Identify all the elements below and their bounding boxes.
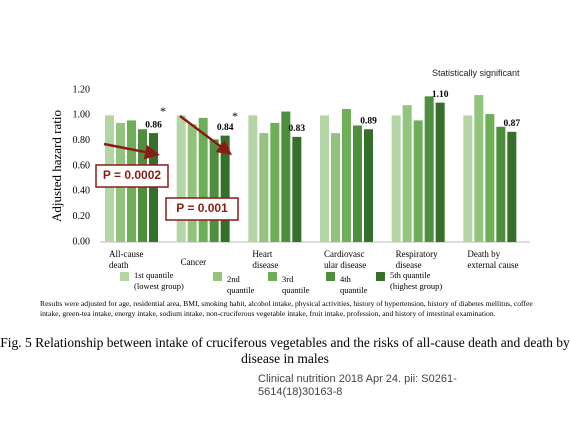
p-value: P = 0.001 [176, 201, 228, 215]
y-tick-label: 0.60 [73, 160, 91, 171]
bar [507, 131, 517, 242]
legend-swatch [268, 272, 277, 281]
value-label: 1.10 [432, 90, 449, 100]
bar [209, 139, 219, 242]
y-tick-label: 1.20 [73, 84, 91, 95]
legend-swatch [376, 272, 385, 281]
x-tick-label: Death by external cause [467, 249, 518, 270]
p-value: P = 0.0002 [103, 168, 161, 182]
legend-label: 1st quantile (lowest group) [134, 270, 184, 291]
value-label: 0.89 [360, 116, 377, 126]
header: Statistically significant [432, 68, 520, 78]
legend-label: 5th quantile (highest group) [390, 270, 442, 291]
bar [391, 115, 401, 242]
legend-label: 2nd quantile [227, 274, 255, 295]
y-tick-label: 0.20 [73, 211, 91, 222]
arrow [103, 142, 160, 160]
legend-label: 3rd quantile [282, 274, 310, 295]
legend-swatch [326, 272, 335, 281]
bar [176, 115, 186, 242]
bar [281, 111, 291, 243]
bar [413, 120, 423, 242]
bar [496, 126, 506, 242]
y-tick-label: 0.80 [73, 135, 91, 146]
bar [198, 117, 208, 242]
bar [220, 135, 230, 242]
asterisk: * [232, 109, 238, 123]
bar [424, 96, 434, 242]
bar [353, 125, 362, 242]
caption: Fig. 5 Relationship between intake of cr… [0, 335, 570, 366]
x-tick-label: Cancer [181, 257, 206, 267]
footnote: Results were adjusted for age, residenti… [40, 299, 533, 318]
bar [187, 124, 197, 242]
legend-swatch [120, 272, 129, 281]
bar [402, 105, 412, 242]
arrow [179, 115, 232, 155]
bar [342, 109, 351, 242]
chart: Adjusted hazard ratio 0.00 0.20 0.40 0.60 0.8… [49, 84, 530, 295]
x-tick-label: All-cause death [109, 249, 143, 270]
value-label: 0.84 [217, 123, 234, 133]
x-tick-label: Cardiovasc ular disease [324, 249, 366, 270]
bar [292, 136, 302, 242]
legend-label: 4th quantile [340, 274, 368, 295]
y-tick-label: 0.40 [73, 186, 91, 197]
value-label: 0.87 [504, 119, 521, 129]
bar [463, 115, 473, 242]
x-tick-label: Respiratory disease [396, 249, 438, 270]
legend-swatch [213, 272, 222, 281]
bar [259, 133, 269, 242]
bar [270, 122, 280, 242]
value-label: 0.83 [289, 124, 306, 134]
bar [364, 129, 373, 242]
y-axis-label: Adjusted hazard ratio [49, 110, 64, 222]
bar [248, 115, 258, 242]
bar [331, 133, 340, 242]
bar [485, 114, 495, 242]
x-tick-label: Heart disease [252, 249, 278, 270]
bar [435, 102, 445, 243]
asterisk: * [160, 104, 166, 118]
y-tick-label: 0.00 [73, 236, 91, 247]
p-box [95, 164, 169, 188]
citation: Clinical nutrition 2018 Apr 24. pii: S02… [258, 373, 457, 398]
bar [320, 115, 329, 242]
p-box [165, 197, 239, 221]
y-tick-label: 1.00 [73, 110, 91, 121]
value-label: 0.86 [145, 120, 162, 130]
bar [474, 95, 484, 242]
